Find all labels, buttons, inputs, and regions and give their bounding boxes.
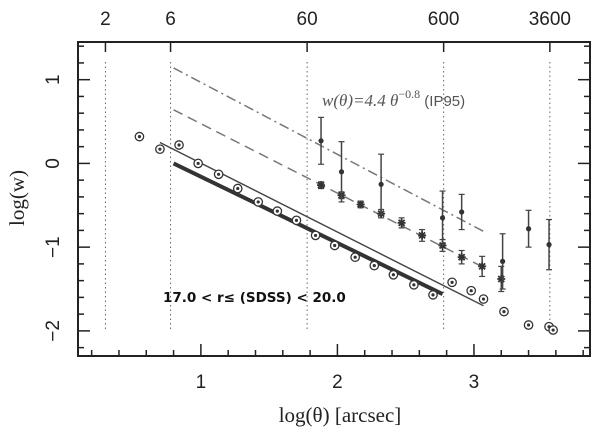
y-tick-label: −1	[43, 236, 64, 258]
circled-dot-center	[481, 297, 486, 301]
y-tick-label: 0	[43, 158, 64, 169]
circled-dot-center	[236, 186, 240, 191]
formula-exponent: −0.8	[398, 87, 420, 101]
top-tick-label: 2	[100, 9, 111, 30]
star-point	[356, 200, 365, 209]
formula-reference: (IP95)	[420, 93, 465, 110]
star-point	[497, 274, 506, 283]
x-tick-label: 1	[196, 372, 207, 393]
circled-dot-center	[372, 263, 376, 268]
star-point	[438, 241, 447, 250]
circled-dot-center	[196, 161, 200, 166]
top-tick-label: 60	[297, 9, 318, 30]
dot-point	[459, 209, 465, 215]
circled-dot-center	[450, 280, 454, 284]
x-tick-label: 2	[332, 372, 343, 393]
top-tick-label: 3600	[529, 9, 571, 30]
circled-dot-center	[294, 218, 299, 222]
dot-point	[338, 169, 345, 175]
dot-point	[318, 138, 324, 144]
circled-dot-center	[333, 243, 337, 248]
star-point	[457, 253, 466, 262]
circled-dot-center	[137, 135, 142, 139]
dot-point	[378, 181, 384, 187]
fit-line-solid-thick	[172, 161, 444, 296]
formula-annotation: w(θ)=4.4 θ−0.8 (IP95)	[322, 87, 465, 110]
fit-line-dash-dot	[173, 67, 486, 233]
circled-dot-center	[391, 273, 395, 277]
fit-line-solid-thin	[159, 141, 484, 307]
formula-main: w(θ)=4.4 θ	[322, 91, 398, 110]
circled-dot-center	[551, 328, 555, 332]
circled-dot-center	[158, 147, 162, 151]
circled-dot-center	[412, 283, 416, 287]
x-axis-label: log(θ) [arcsec]	[279, 403, 402, 427]
fit-line-dashed	[173, 109, 486, 269]
circled-dot-center	[502, 310, 506, 314]
circled-dot-center	[275, 209, 279, 213]
magnitude-range-label: 17.0 < r≤ (SDSS) < 20.0	[163, 290, 346, 306]
circled-dot-center	[469, 289, 473, 293]
star-point	[397, 218, 406, 227]
top-tick-label: 600	[428, 9, 460, 30]
data-points	[134, 116, 558, 335]
circled-dot-center	[256, 200, 260, 204]
circled-dot-center	[217, 172, 221, 176]
plot-frame	[77, 41, 591, 357]
y-tick-label: −2	[43, 320, 64, 342]
circled-dot-center	[353, 255, 357, 259]
y-tick-label: 1	[43, 74, 64, 85]
fit-lines	[159, 67, 486, 307]
star-point	[418, 231, 427, 240]
circled-dot-center	[313, 233, 318, 238]
circled-dot-center	[526, 323, 531, 327]
circled-dot-center	[177, 143, 181, 147]
dot-point	[546, 242, 552, 248]
circled-dot-center	[431, 293, 435, 297]
star-point	[478, 262, 487, 271]
top-tick-label: 6	[165, 9, 176, 30]
dot-point	[525, 226, 532, 232]
axis-ticks: 1 2 3 2 6 60 600 3600 1 0 −1 −2	[43, 9, 590, 393]
x-tick-label: 3	[469, 372, 480, 393]
dot-point	[500, 258, 506, 264]
y-axis-label: log(w)	[5, 170, 29, 226]
dot-point	[439, 215, 446, 221]
star-point	[317, 181, 326, 190]
